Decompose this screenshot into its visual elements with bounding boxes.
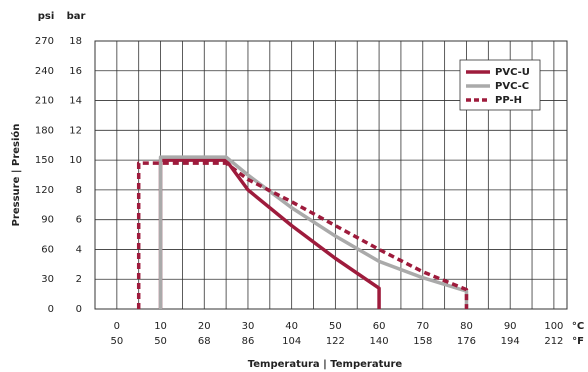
x-tick-label: 80: [460, 321, 473, 332]
x2-tick-label: 140: [370, 336, 389, 347]
y2-tick-label: 270: [35, 36, 54, 47]
y-tick-label: 12: [69, 125, 82, 136]
series-line: [136, 161, 469, 309]
x-tick-label: 60: [373, 321, 386, 332]
y2-tick-label: 210: [35, 96, 54, 107]
y-unit: bar: [67, 11, 86, 22]
x-tick-label: 90: [504, 321, 517, 332]
x2-tick-label: 194: [501, 336, 520, 347]
x-tick-label: 40: [285, 321, 298, 332]
x-tick-label: 0: [114, 321, 120, 332]
y2-tick-label: 120: [35, 185, 54, 196]
y-tick-label: 14: [69, 96, 82, 107]
y2-tick-label: 0: [48, 304, 54, 315]
y-tick-label: 4: [76, 244, 82, 255]
y-tick-label: 2: [76, 274, 82, 285]
x2-tick-label: 122: [326, 336, 345, 347]
x2-tick-label: 176: [457, 336, 476, 347]
x-tick-label: 20: [198, 321, 211, 332]
x2-tick-label: 104: [282, 336, 301, 347]
x2-tick-label: 50: [154, 336, 167, 347]
x2-tick-label: 158: [413, 336, 432, 347]
series-line: [158, 158, 381, 309]
legend-box: [459, 59, 541, 111]
y2-tick-label: 180: [35, 125, 54, 136]
legend-label: PVC-U: [495, 67, 530, 78]
x-tick-label: 10: [154, 321, 167, 332]
series-line: [158, 155, 469, 309]
y-tick-label: 10: [69, 155, 82, 166]
y2-tick-label: 150: [35, 155, 54, 166]
x2-tick-label: 68: [198, 336, 211, 347]
plot-frame: [94, 40, 568, 310]
x2-tick-label: 212: [544, 336, 563, 347]
y2-tick-label: 90: [41, 215, 54, 226]
y-tick-label: 0: [76, 304, 82, 315]
y-tick-label: 18: [69, 36, 82, 47]
y2-tick-label: 60: [41, 244, 54, 255]
legend-label: PVC-C: [495, 81, 529, 92]
legend: PVC-U PVC-C PP-H: [459, 59, 541, 111]
y-tick-label: 6: [76, 215, 82, 226]
y2-unit: psi: [38, 11, 55, 22]
x2-tick-label: 86: [242, 336, 255, 347]
y-axis-label: Pressure | Presión: [10, 124, 22, 227]
x2-unit: °F: [572, 336, 584, 347]
y2-tick-label: 30: [41, 274, 54, 285]
y-tick-label: 8: [76, 185, 82, 196]
legend-label: PP-H: [495, 95, 522, 106]
y-tick-label: 16: [69, 66, 82, 77]
x-tick-label: 70: [416, 321, 429, 332]
x-axis-label: Temperatura | Temperature: [248, 359, 403, 370]
x-tick-label: 30: [242, 321, 255, 332]
x-unit: °C: [572, 321, 584, 332]
y2-tick-label: 240: [35, 66, 54, 77]
x-tick-label: 100: [544, 321, 563, 332]
x-tick-label: 50: [329, 321, 342, 332]
x2-tick-label: 50: [110, 336, 123, 347]
